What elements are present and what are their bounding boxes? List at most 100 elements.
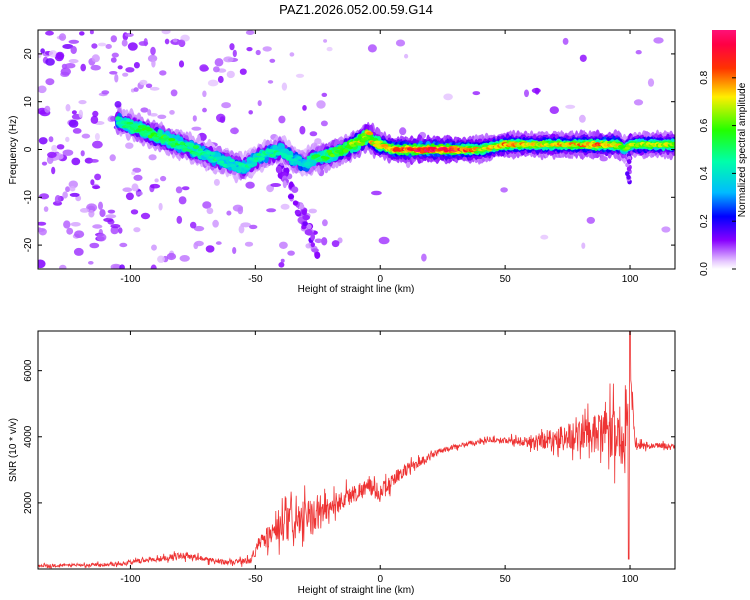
spectrogram-noise-blob <box>110 57 117 63</box>
spectrogram-noise-blob <box>158 202 163 211</box>
spectrogram-noise-blob <box>635 50 642 55</box>
spectrogram-ridge-cell <box>366 131 374 136</box>
spectrogram-ridge-cell <box>218 160 225 164</box>
spectrogram-noise-blob <box>133 227 141 233</box>
spectrogram-noise-blob <box>269 58 276 63</box>
spectrogram-ridge-cell <box>188 144 195 147</box>
spectrogram-ridge-cell <box>347 146 353 150</box>
spectrogram-noise-blob <box>443 93 453 101</box>
spectrogram-noise-blob <box>565 104 576 109</box>
spectrogram-noise-blob <box>246 47 253 52</box>
spectrogram-noise-blob <box>119 264 125 269</box>
spectrogram-noise-blob <box>114 101 122 108</box>
spectrogram-noise-blob <box>45 78 55 86</box>
spectrogram-ridge-cell <box>135 128 142 133</box>
spectrogram-noise-blob <box>500 187 508 193</box>
spectrogram-branch-blob <box>310 233 316 241</box>
spectrogram-noise-blob <box>64 62 76 69</box>
spectrogram-ridge-cell <box>363 136 371 140</box>
spectrogram-noise-blob <box>160 175 167 182</box>
spectrogram-noise-blob <box>51 166 56 175</box>
spectrogram-noise-blob <box>399 127 407 136</box>
spectrogram-noise-blob <box>133 174 143 181</box>
spectrogram-ridge-cell <box>192 145 199 150</box>
spectrogram-noise-blob <box>79 208 90 213</box>
spectrogram-noise-blob <box>157 114 167 120</box>
spectrogram-noise-blob <box>239 68 247 75</box>
spectrogram-noise-blob <box>309 131 318 137</box>
spectrogram-ridge-cell <box>209 151 216 156</box>
spectrogram-noise-blob <box>41 161 48 166</box>
colorbar-tick-label: 0.0 <box>699 262 710 276</box>
spectrogram-noise-blob <box>207 79 219 87</box>
spectrogram-noise-blob <box>99 209 106 218</box>
spectrogram-ridge-cell <box>168 138 176 142</box>
spectrogram-noise-blob <box>107 209 116 214</box>
spectrogram-noise-blob <box>212 219 219 228</box>
spectrogram-noise-blob <box>421 253 427 262</box>
snr-series-line <box>38 331 675 569</box>
spectrogram-branch-blob <box>292 200 299 206</box>
spectrogram-noise-blob <box>245 30 255 35</box>
spectrogram-noise-blob <box>131 183 139 192</box>
spectrogram-noise-blob <box>267 80 274 84</box>
spectrogram-noise-blob <box>137 191 143 196</box>
spectrogram-noise-blob <box>150 183 161 189</box>
spectrogram-ridge-cell <box>115 116 121 120</box>
spectrogram-ridge-cell <box>304 161 312 165</box>
spectrogram-noise-blob <box>278 262 285 268</box>
spectrogram-noise-blob <box>45 58 55 66</box>
spectrogram-ridge-cell <box>322 156 330 160</box>
spectrogram-noise-blob <box>549 106 559 114</box>
spectrogram-noise-blob <box>91 54 100 63</box>
spectrogram-noise-blob <box>179 255 190 262</box>
spectrogram-noise-blob <box>472 91 481 96</box>
spectrogram-noise-blob <box>244 241 254 247</box>
spectrogram-noise-blob <box>579 54 587 62</box>
snr-y-ticks: 2000 4000 6000 <box>23 359 675 514</box>
spectrogram-noise-blob <box>81 133 91 139</box>
spectrogram-noise-blob <box>149 113 158 117</box>
spectrogram-noise-blob <box>71 110 77 115</box>
spectrogram-noise-blob <box>295 73 305 78</box>
spectrogram-ridge-cell <box>258 157 265 161</box>
spectrogram-ridge-cell <box>215 156 221 160</box>
spectrogram-y-label: Frequency (Hz) <box>8 116 19 185</box>
spectrogram-noise-blob <box>90 64 101 71</box>
spectrogram-noise-blob <box>367 44 377 53</box>
spectrogram-noise-blob <box>105 44 112 49</box>
spectrogram-noise-blob <box>109 71 118 75</box>
spectrogram-noise-blob <box>56 144 65 150</box>
spectrogram-noise-blob <box>321 237 328 246</box>
spectrogram-noise-blob <box>206 207 214 215</box>
spectrogram-noise-blob <box>151 244 157 251</box>
spectrogram-ridge-cell <box>221 156 228 160</box>
spectrogram-noise-blob <box>54 195 62 204</box>
spectrogram-blobs <box>38 30 675 269</box>
spectrogram-noise-blob <box>92 110 99 117</box>
spectrogram-noise-blob <box>404 53 409 59</box>
spectrogram-noise-blob <box>111 52 119 58</box>
spectrogram-noise-blob <box>215 241 222 245</box>
colorbar-tick-label: 0.2 <box>699 214 710 228</box>
spectrogram-noise-blob <box>89 242 100 249</box>
spectrogram-noise-blob <box>98 201 103 210</box>
spectrogram-noise-blob <box>133 61 140 69</box>
spectrogram-tail-blob <box>626 174 631 180</box>
spectrogram-noise-blob <box>94 133 100 141</box>
spectrogram-noise-blob <box>38 227 42 232</box>
spectrogram-noise-blob <box>172 38 178 43</box>
spectrogram-ridge-cell <box>326 149 333 153</box>
spectrogram-noise-blob <box>139 79 148 86</box>
spectrogram-noise-blob <box>69 185 76 192</box>
spectrogram-noise-blob <box>562 37 569 45</box>
spectrogram-noise-blob <box>323 39 328 43</box>
spectrogram-ridge-cell <box>126 121 134 125</box>
spectrogram-noise-blob <box>175 186 183 194</box>
spectrogram-noise-blob <box>371 190 382 196</box>
spectrogram-noise-blob <box>191 126 202 131</box>
spectrogram-noise-blob <box>257 100 262 107</box>
colorbar-gradient <box>712 30 736 269</box>
spectrogram-ridge-cell <box>296 156 302 160</box>
spectrogram-noise-blob <box>314 138 322 145</box>
